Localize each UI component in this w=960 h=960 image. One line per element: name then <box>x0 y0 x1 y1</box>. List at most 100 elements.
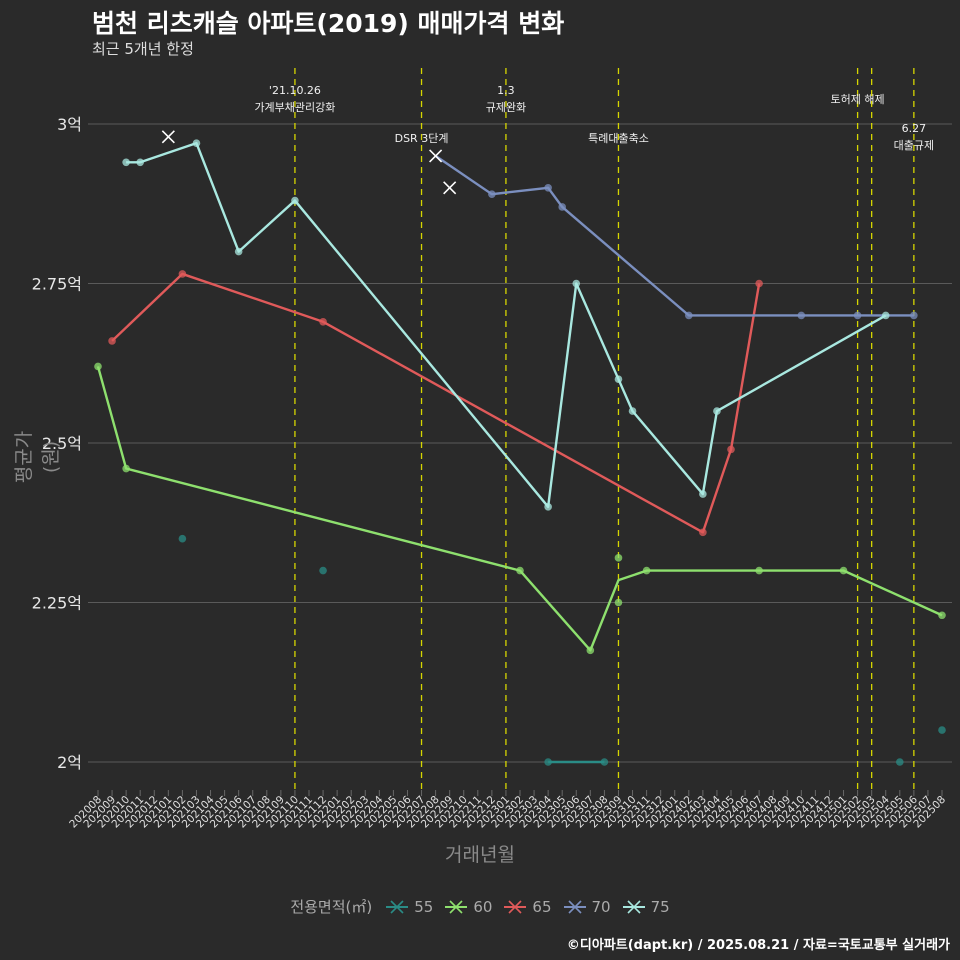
data-point <box>516 566 524 575</box>
data-point <box>544 503 552 511</box>
series-55 <box>178 534 946 766</box>
legend: 전용면적(㎡) 55 60 65 70 75 <box>0 896 960 917</box>
event-label: 가계부채관리강화 <box>254 101 335 114</box>
data-point <box>699 490 707 498</box>
data-point <box>600 758 609 766</box>
legend-items: 55 60 65 70 75 <box>380 897 670 916</box>
legend-item-55: 55 <box>386 898 433 916</box>
source-caption: ©디아파트(dapt.kr) / 2025.08.21 / 자료=국토교통부 실… <box>566 938 950 953</box>
legend-label: 75 <box>650 897 670 916</box>
y-tick-label: 2억 <box>57 753 82 772</box>
legend-label: 60 <box>473 897 493 916</box>
data-point <box>727 445 735 454</box>
series-65 <box>108 270 763 537</box>
legend-label: 55 <box>414 897 434 916</box>
data-point <box>853 311 862 320</box>
series-70 <box>429 149 918 320</box>
legend-key-icon <box>504 899 527 914</box>
y-tick-label: 3억 <box>57 115 82 134</box>
legend-key-x <box>508 899 522 914</box>
data-point <box>178 534 187 543</box>
series-line-70 <box>434 154 914 317</box>
y-tick-label: 2.5억 <box>42 434 82 453</box>
y-axis-ticks: 2억 2.25억 2.5억 2.75억 3억 <box>32 115 82 772</box>
x-marker <box>443 181 457 195</box>
data-point <box>319 317 327 326</box>
x-marker <box>429 149 443 163</box>
series-line-60 <box>96 366 943 652</box>
data-point <box>122 158 130 167</box>
legend-item-70: 70 <box>563 897 611 916</box>
event-label: 1.3 <box>497 84 515 97</box>
series-line-75 <box>126 141 887 508</box>
legend-item-65: 65 <box>504 897 552 916</box>
event-label: DSR 3단계 <box>395 132 449 145</box>
x-marker-stroke <box>429 149 443 163</box>
x-marker-stroke <box>161 130 175 144</box>
grid-lines <box>88 123 952 763</box>
event-label: '21.10.26 <box>269 84 321 97</box>
data-point <box>558 203 566 211</box>
legend-key-x <box>567 899 582 914</box>
event-label: 대출규제 <box>894 139 934 152</box>
event-label: 특례대출축소 <box>588 132 649 145</box>
data-point <box>614 598 623 607</box>
legend-key-x <box>627 899 641 914</box>
data-point <box>713 407 721 415</box>
legend-key-icon <box>563 899 586 914</box>
series-line-65 <box>111 272 761 534</box>
data-point <box>839 566 848 575</box>
y-axis-label: 평균가(원) <box>13 430 62 484</box>
data-point <box>136 158 144 167</box>
data-point <box>488 190 496 198</box>
legend-item-75: 75 <box>622 897 670 916</box>
data-point <box>628 407 637 415</box>
data-point <box>94 362 102 371</box>
legend-key-x <box>390 899 404 914</box>
data-point <box>614 554 623 562</box>
data-point <box>938 726 946 734</box>
chart-title: 범천 리츠캐슬 아파트(2019) 매매가격 변화 <box>92 9 565 38</box>
data-point <box>572 279 581 288</box>
series-group <box>94 130 946 766</box>
series-60 <box>94 362 946 655</box>
data-point <box>122 464 130 473</box>
legend-title: 전용면적(㎡) <box>290 898 373 916</box>
legend-key-x <box>449 899 463 914</box>
data-point <box>234 247 243 256</box>
legend-key-icon <box>386 899 409 914</box>
chart-subtitle: 최근 5개년 한정 <box>92 40 194 58</box>
data-point <box>938 611 946 620</box>
y-tick-label: 2.75억 <box>32 275 82 294</box>
data-point <box>699 528 707 537</box>
data-point <box>178 270 187 278</box>
data-point <box>685 311 693 320</box>
legend-key-icon <box>622 899 645 914</box>
data-point <box>319 566 327 575</box>
data-point <box>291 196 299 205</box>
data-point <box>586 646 595 655</box>
x-axis-label: 거래년월 <box>445 844 515 866</box>
data-point <box>755 279 763 288</box>
data-point <box>544 758 552 766</box>
legend-label: 65 <box>532 897 552 916</box>
data-point <box>614 375 623 384</box>
event-label: 토허제 해제 <box>831 92 885 106</box>
y-tick-label: 2.25억 <box>32 594 82 613</box>
legend-key-icon <box>445 899 468 914</box>
legend-label: 70 <box>591 897 611 916</box>
x-axis-ticks: 2020082020092020102020112020122021012021… <box>67 790 948 830</box>
legend-item-60: 60 <box>445 898 492 916</box>
data-point <box>797 311 806 320</box>
x-marker <box>161 130 175 144</box>
data-point <box>910 311 918 320</box>
data-point <box>108 337 116 345</box>
data-point <box>881 311 890 320</box>
data-point <box>755 566 763 575</box>
event-label: 6.27 <box>902 122 927 135</box>
series-75 <box>122 130 890 511</box>
x-marker-stroke <box>443 181 457 195</box>
event-label: 규제완화 <box>486 101 526 114</box>
